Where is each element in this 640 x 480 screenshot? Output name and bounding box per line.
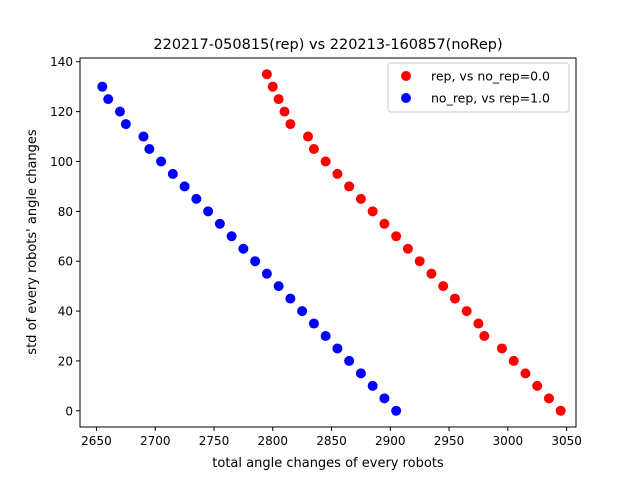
series-1-point [308,144,319,155]
series-1-point [479,330,490,341]
legend-box [387,62,570,113]
y-tick-label: 60 [58,255,73,269]
series-1-point [267,81,278,92]
series-2-point [103,94,114,105]
y-tick-label: 20 [58,354,73,368]
series-2-point [273,281,284,292]
series-2-point [297,306,308,317]
series-2-point [138,131,149,142]
series-1-point [285,119,296,130]
legend-marker [401,71,411,81]
y-tick-label: 40 [58,305,73,319]
series-2-point [97,81,108,92]
legend: rep, vs no_rep=0.0 no_rep, vs rep=1.0 [387,62,570,113]
series-2-point [156,156,167,167]
series-1-point [449,293,460,304]
legend-marker [401,93,411,103]
legend-entry-label: no_rep, vs rep=1.0 [431,91,550,106]
series-1-point [355,193,366,204]
y-tick-label: 120 [50,105,73,119]
series-1-point [261,69,272,80]
series-2-point [261,268,272,279]
series-2-point [391,405,402,416]
x-tick-label: 3050 [551,434,582,448]
x-tick-label: 2800 [257,434,288,448]
series-2-point [379,393,390,404]
series-2-point [191,193,202,204]
data-points [97,69,566,416]
x-tick-label: 2700 [140,434,171,448]
series-2-point [167,168,178,179]
legend-entry-label: rep, vs no_rep=0.0 [431,69,550,84]
series-1-point [320,156,331,167]
series-1-point [344,181,355,192]
y-tick-label: 100 [50,155,73,169]
series-2-point [250,256,261,267]
y-tick-label: 80 [58,205,73,219]
series-2-point [179,181,190,192]
series-1-point [496,343,507,354]
x-tick-label: 3000 [493,434,524,448]
series-2-point [114,106,125,117]
series-1-point [426,268,437,279]
x-tick-label: 2900 [375,434,406,448]
x-tick-label: 2850 [316,434,347,448]
x-tick-label: 2650 [81,434,112,448]
series-1-point [379,218,390,229]
series-2-point [144,144,155,155]
series-2-point [214,218,225,229]
series-1-point [473,318,484,329]
y-tick-label: 0 [65,404,73,418]
series-2-point [332,343,343,354]
plot-area-frame [79,57,577,428]
series-1-point [303,131,314,142]
series-1-point [391,231,402,242]
series-1-point [279,106,290,117]
series-2-point [120,119,131,130]
chart-title: 220217-050815(rep) vs 220213-160857(noRe… [153,37,502,53]
series-1-point [414,256,425,267]
series-2-point [320,330,331,341]
x-tick-label: 2950 [434,434,465,448]
series-1-point [532,380,543,391]
series-1-point [332,168,343,179]
series-2-point [203,206,214,217]
series-1-point [273,94,284,105]
y-tick-label: 140 [50,55,73,69]
series-1-point [555,405,566,416]
series-2-point [367,380,378,391]
series-2-point [308,318,319,329]
series-1-point [438,281,449,292]
series-2-point [226,231,237,242]
x-tick-label: 2750 [199,434,230,448]
axis-ticks: 2650 2700 2750 2800 2850 2900 2950 3000 3050 0 20 4… [50,55,582,448]
series-1-point [543,393,554,404]
x-axis-label: total angle changes of every robots [212,456,444,471]
series-1-point [520,368,531,379]
series-1-point [402,243,413,254]
series-2-point [238,243,249,254]
series-1-point [367,206,378,217]
series-1-point [461,306,472,317]
y-axis-label: std of every robots' angle changes [25,129,40,355]
series-2-point [355,368,366,379]
series-1-point [508,355,519,366]
series-2-point [285,293,296,304]
series-2-point [344,355,355,366]
